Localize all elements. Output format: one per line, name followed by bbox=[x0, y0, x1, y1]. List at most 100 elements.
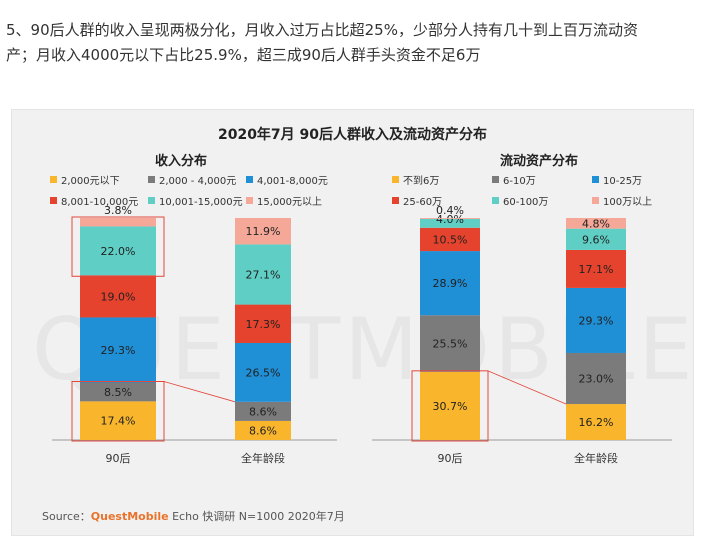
data-label-income-1-1: 8.6% bbox=[249, 405, 277, 418]
category-label-assets-0: 90后 bbox=[438, 452, 463, 465]
legend-label: 6-10万 bbox=[503, 176, 536, 187]
legend-item-income-1: 2,000 - 4,000元 bbox=[148, 172, 246, 187]
legend-label: 10-25万 bbox=[603, 176, 643, 187]
legend-item-income-0: 2,000元以下 bbox=[50, 172, 148, 187]
bar-segment-income-1-5 bbox=[235, 218, 291, 245]
income-chart: 17.4% 8.5% 29.3% 19.0% 22.0% 3.8% 90后 8.6% 8.6% 2… bbox=[52, 204, 337, 465]
bar-segment-assets-0-1 bbox=[420, 315, 480, 372]
bar-segment-income-0-2 bbox=[80, 317, 156, 383]
highlight-box-income-1 bbox=[71, 216, 165, 277]
legend-label: 100万以上 bbox=[603, 197, 653, 208]
data-label-assets-1-3: 17.1% bbox=[579, 263, 614, 276]
bar-segment-income-0-5 bbox=[80, 218, 156, 227]
legend-label: 60-100万 bbox=[503, 197, 549, 208]
bar-segment-income-1-1 bbox=[235, 401, 291, 421]
legend-swatch bbox=[492, 176, 499, 183]
bar-segment-income-1-3 bbox=[235, 304, 291, 343]
assets-chart-title: 流动资产分布 bbox=[500, 154, 579, 169]
data-label-income-1-0: 8.6% bbox=[249, 424, 277, 437]
intro-line-2: 产；月收入4000元以下占比25.9%，超三成90后人群手头资金不足6万 bbox=[6, 46, 481, 64]
legend-label: 15,000元以上 bbox=[257, 197, 322, 208]
connector-line-income-0 bbox=[163, 381, 236, 403]
stacked-bar-charts: 17.4% 8.5% 29.3% 19.0% 22.0% 3.8% 90后 8.6% 8.6% 2… bbox=[52, 204, 672, 465]
data-label-assets-0-4: 4.0% bbox=[436, 213, 464, 226]
source-prefix: Source： bbox=[42, 510, 91, 523]
data-label-income-0-5: 3.8% bbox=[104, 204, 132, 217]
data-label-income-0-0: 17.4% bbox=[101, 415, 136, 428]
legend-item-assets-1: 6-10万 bbox=[492, 172, 592, 187]
data-label-income-0-3: 19.0% bbox=[101, 290, 136, 303]
bar-segment-income-1-2 bbox=[235, 342, 291, 402]
legend-item-assets-5: 100万以上 bbox=[592, 193, 692, 208]
legend-swatch bbox=[246, 176, 253, 183]
bar-segment-income-0-3 bbox=[80, 275, 156, 318]
bar-segment-assets-0-0 bbox=[420, 371, 480, 440]
legend-item-income-4: 10,001-15,000元 bbox=[148, 193, 246, 208]
intro-paragraph: 5、90后人群的收入呈现两极分化，月收入过万占比超25%，少部分人持有几十到上百… bbox=[6, 18, 706, 68]
legend-label: 不到6万 bbox=[403, 176, 440, 187]
data-label-assets-1-2: 29.3% bbox=[579, 314, 614, 327]
income-legend: 2,000元以下 2,000 - 4,000元 4,001-8,000元 8,001-… bbox=[50, 172, 344, 208]
data-label-assets-0-0: 30.7% bbox=[433, 400, 468, 413]
legend-item-assets-4: 60-100万 bbox=[492, 193, 592, 208]
bar-segment-assets-1-4 bbox=[566, 228, 626, 250]
data-label-assets-0-2: 28.9% bbox=[433, 277, 468, 290]
source-note: Source：QuestMobile Echo 快调研 N=1000 2020年… bbox=[42, 508, 345, 524]
figure-title: 2020年7月 90后人群收入及流动资产分布 bbox=[217, 127, 488, 143]
legend-swatch bbox=[246, 197, 253, 204]
data-label-assets-1-1: 23.0% bbox=[579, 373, 614, 386]
bar-segment-income-0-0 bbox=[80, 401, 156, 440]
bar-segment-assets-0-3 bbox=[420, 227, 480, 252]
bar-segment-assets-0-5 bbox=[420, 218, 480, 219]
data-label-income-0-2: 29.3% bbox=[101, 344, 136, 357]
data-label-assets-0-5: 0.4% bbox=[436, 204, 464, 217]
bar-segment-income-0-1 bbox=[80, 382, 156, 402]
bar-segment-assets-1-3 bbox=[566, 249, 626, 288]
legend-item-assets-0: 不到6万 bbox=[392, 172, 492, 187]
legend-swatch bbox=[492, 197, 499, 204]
data-label-income-1-2: 26.5% bbox=[246, 366, 281, 379]
bar-segment-assets-1-2 bbox=[566, 287, 626, 353]
data-label-assets-1-4: 9.6% bbox=[582, 233, 610, 246]
bar-segment-income-1-0 bbox=[235, 420, 291, 440]
data-label-income-0-4: 22.0% bbox=[101, 245, 136, 258]
bar-segment-assets-0-2 bbox=[420, 251, 480, 316]
legend-item-income-2: 4,001-8,000元 bbox=[246, 172, 344, 187]
legend-item-income-3: 8,001-10,000元 bbox=[50, 193, 148, 208]
bar-segment-income-1-4 bbox=[235, 244, 291, 305]
legend-swatch bbox=[148, 197, 155, 204]
source-detail: Echo 快调研 N=1000 2020年7月 bbox=[168, 510, 345, 523]
highlight-box-assets-0 bbox=[411, 370, 489, 442]
legend-label: 4,001-8,000元 bbox=[257, 176, 328, 187]
figure-card: QUESTMOBILE 2020年7月 90后人群收入及流动资产分布 收入分布 … bbox=[11, 109, 694, 536]
source-brand: QuestMobile bbox=[90, 510, 169, 523]
assets-legend: 不到6万 6-10万 10-25万 25-60万 60-100万 100万以上 bbox=[392, 172, 692, 208]
assets-chart: 30.7% 25.5% 28.9% 10.5% 4.0%0.4% 90后 16.2% 23.0… bbox=[372, 204, 672, 465]
bar-segment-income-0-4 bbox=[80, 226, 156, 276]
data-label-assets-1-0: 16.2% bbox=[579, 416, 614, 429]
legend-swatch bbox=[592, 197, 599, 204]
legend-label: 2,000 - 4,000元 bbox=[159, 176, 237, 187]
highlight-box-income-0 bbox=[71, 381, 165, 442]
category-label-income-0: 90后 bbox=[106, 452, 131, 465]
legend-label: 8,001-10,000元 bbox=[61, 197, 139, 208]
legend-label: 10,001-15,000元 bbox=[159, 197, 243, 208]
category-label-assets-1: 全年龄段 bbox=[574, 451, 618, 465]
data-label-assets-0-3: 10.5% bbox=[433, 233, 468, 246]
data-label-assets-0-1: 25.5% bbox=[433, 338, 468, 351]
data-label-assets-1-5: 4.8% bbox=[582, 217, 610, 230]
bar-segment-assets-1-0 bbox=[566, 404, 626, 440]
data-label-income-1-4: 27.1% bbox=[246, 268, 281, 281]
data-label-income-1-3: 17.3% bbox=[246, 318, 281, 331]
income-chart-title: 收入分布 bbox=[155, 154, 208, 169]
data-label-income-1-5: 11.9% bbox=[246, 225, 281, 238]
legend-swatch bbox=[50, 197, 57, 204]
legend-item-assets-2: 10-25万 bbox=[592, 172, 692, 187]
legend-swatch bbox=[392, 197, 399, 204]
legend-label: 25-60万 bbox=[403, 197, 443, 208]
category-label-income-1: 全年龄段 bbox=[241, 451, 285, 465]
bar-segment-assets-1-5 bbox=[566, 218, 626, 229]
legend-swatch bbox=[50, 176, 57, 183]
data-label-income-0-1: 8.5% bbox=[104, 386, 132, 399]
bar-segment-assets-1-1 bbox=[566, 352, 626, 405]
